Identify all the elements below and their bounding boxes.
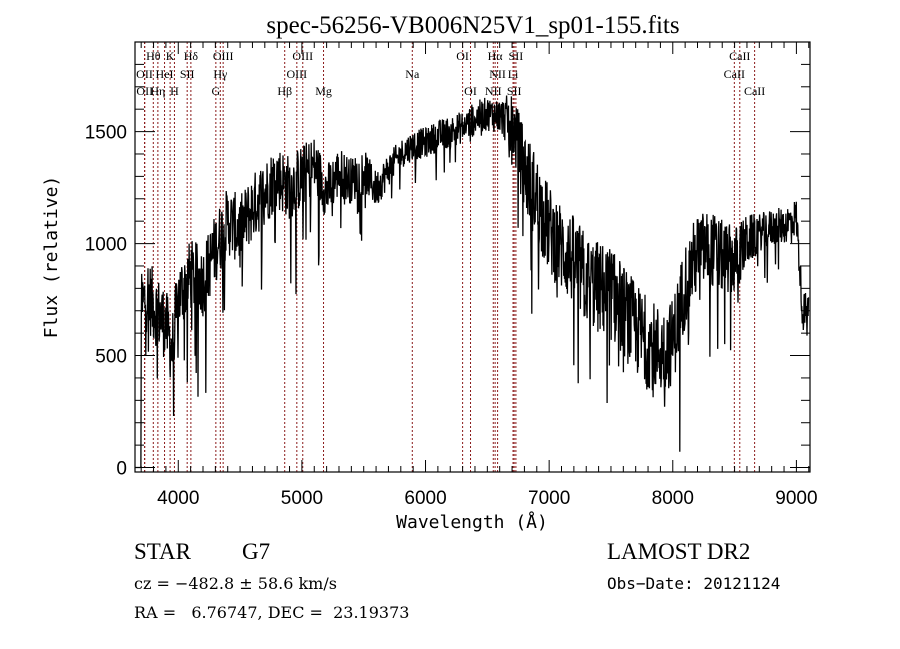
x-tick-label: 7000 — [528, 488, 570, 509]
line-marker-label: G — [212, 84, 221, 98]
plot-frame — [134, 41, 811, 473]
y-tick-label: 1000 — [85, 235, 127, 256]
line-marker-label: SII — [180, 67, 195, 81]
survey-name: LAMOST DR2 — [607, 539, 751, 564]
line-marker-label: Li — [508, 67, 519, 81]
x-tick-label: 6000 — [404, 488, 446, 509]
spectrum-line — [135, 95, 810, 469]
line-marker-label: OI — [456, 49, 469, 63]
line-marker-label: OII — [136, 84, 153, 98]
line-marker-label: Hδ — [184, 49, 199, 63]
x-tick-label: 8000 — [652, 488, 694, 509]
line-marker-label: Hα — [488, 49, 504, 63]
y-axis-ticks: 0 500 1000 1500 — [85, 63, 810, 480]
line-marker-label: NII — [489, 67, 506, 81]
chart-title: spec-56256-VB006N25V1_sp01-155.fits — [266, 12, 679, 39]
emission-line-labels: Hθ K Hδ OIII OIII OI Hα SII CaII OII HeI SII Hγ OIII N… — [136, 49, 765, 98]
line-marker-label: K — [166, 49, 175, 63]
redshift-velocity: cz = −482.8 ± 58.6 km/s — [134, 574, 337, 593]
x-tick-label: 4000 — [157, 488, 199, 509]
line-marker-label: OI — [464, 84, 477, 98]
line-marker-label: Hβ — [277, 84, 292, 98]
line-marker-label: Mg — [315, 84, 332, 98]
line-marker-label: Hθ — [146, 49, 161, 63]
line-marker-label: OII — [136, 67, 153, 81]
line-marker-label: CaII — [744, 84, 765, 98]
y-axis-label: Flux (relative) — [41, 176, 62, 339]
line-marker-label: OIII — [286, 67, 307, 81]
x-axis-ticks: 4000 5000 6000 7000 8000 9000 — [140, 42, 818, 509]
x-tick-label: 9000 — [775, 488, 817, 509]
line-marker-label: SII — [507, 84, 522, 98]
line-marker-label: CaII — [729, 49, 750, 63]
line-marker-label: Na — [405, 67, 420, 81]
emission-line-markers — [144, 42, 756, 472]
x-axis-label: Wavelength (Å) — [396, 511, 548, 533]
line-marker-label: OIII — [213, 49, 234, 63]
line-marker-label: CaII — [724, 67, 745, 81]
line-marker-label: H — [170, 84, 179, 98]
object-class: STAR — [134, 539, 191, 564]
line-marker-label: NII — [485, 84, 502, 98]
y-tick-label: 500 — [95, 347, 127, 368]
line-marker-label: SII — [509, 49, 524, 63]
observation-date: Obs−Date: 20121124 — [607, 574, 781, 593]
coordinates: RA = 6.76747, DEC = 23.19373 — [134, 603, 410, 622]
line-marker-label: HeI — [156, 67, 174, 81]
object-subclass: G7 — [242, 539, 271, 564]
line-marker-label: OIII — [292, 49, 313, 63]
y-tick-label: 0 — [116, 459, 127, 480]
x-tick-label: 5000 — [281, 488, 323, 509]
line-marker-label: Hη — [150, 84, 165, 98]
y-tick-label: 1500 — [85, 123, 127, 144]
line-marker-label: Hγ — [213, 67, 228, 81]
